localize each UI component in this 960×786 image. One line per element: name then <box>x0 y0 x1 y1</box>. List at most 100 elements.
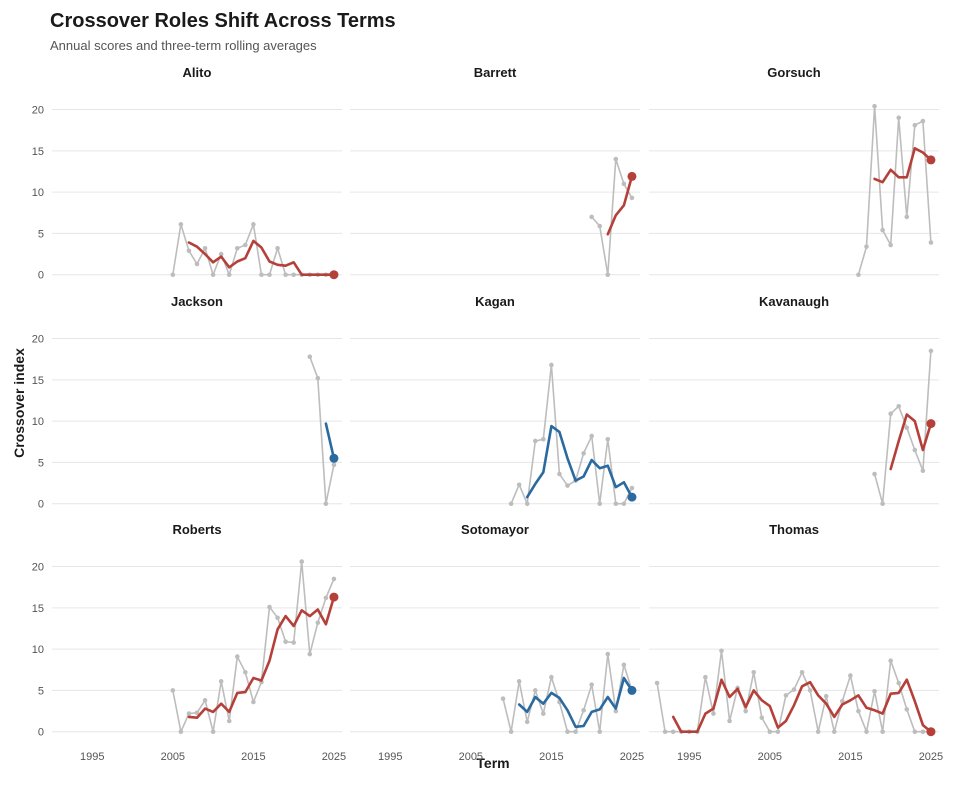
annual-point <box>234 246 240 251</box>
x-tick-label: 1995 <box>80 751 104 763</box>
annual-point <box>323 501 329 507</box>
x-tick-label: 2015 <box>539 751 563 763</box>
annual-point <box>872 688 877 694</box>
x-tick-label: 2005 <box>758 751 782 763</box>
annual-point <box>621 662 627 668</box>
annual-point <box>831 729 837 735</box>
annual-point <box>323 595 329 601</box>
annual-point <box>912 122 918 128</box>
annual-line-sotomayor <box>502 653 633 733</box>
annual-point <box>541 437 546 442</box>
x-tick-label: 1995 <box>378 751 402 763</box>
annual-point <box>888 242 893 248</box>
facet-title-jackson: Jackson <box>171 294 223 309</box>
annual-point <box>896 403 902 409</box>
y-tick-label: 5 <box>38 228 44 240</box>
annual-point <box>888 411 893 416</box>
y-tick-label: 15 <box>32 603 44 615</box>
annual-point <box>751 669 757 675</box>
annual-line-kagan <box>510 364 633 507</box>
annual-point <box>170 688 176 693</box>
annual-point <box>267 272 272 278</box>
annual-point <box>307 651 313 657</box>
facet-jackson: Jackson 0 5 10 15 20 <box>32 294 342 511</box>
annual-point <box>291 272 296 278</box>
annual-point <box>920 468 926 473</box>
annual-point <box>549 362 554 368</box>
annual-point <box>856 272 861 278</box>
x-tick-label: 2005 <box>161 751 185 763</box>
annual-point <box>251 222 256 227</box>
annual-point <box>880 227 885 233</box>
annual-point <box>662 729 668 735</box>
annual-point <box>621 181 627 187</box>
annual-point <box>605 437 611 442</box>
facet-title-sotomayor: Sotomayor <box>461 522 529 537</box>
annual-point <box>331 462 337 468</box>
annual-point <box>581 707 586 713</box>
annual-point <box>194 710 200 716</box>
annual-point <box>880 501 885 507</box>
rolling-line-alito <box>187 239 336 277</box>
annual-point <box>283 639 288 644</box>
facet-sotomayor: Sotomayor 1995 2005 2015 2025 <box>350 522 644 763</box>
facet-thomas: Thomas 1995 2005 2015 2025 <box>649 522 943 763</box>
y-tick-label: 10 <box>32 644 44 656</box>
y-tick-label: 0 <box>38 270 44 282</box>
annual-point <box>799 669 805 675</box>
annual-point <box>589 433 594 439</box>
annual-line-roberts <box>172 561 335 735</box>
annual-point <box>605 272 611 278</box>
annual-point <box>767 729 773 735</box>
annual-line-alito <box>172 221 334 278</box>
annual-point <box>589 682 594 687</box>
facet-title-barrett: Barrett <box>474 65 517 80</box>
annual-point <box>532 438 538 444</box>
annual-point <box>259 272 264 278</box>
annual-point <box>743 708 748 714</box>
facet-barrett: Barrett <box>350 65 640 278</box>
annual-point <box>904 707 910 712</box>
facet-grid: Alito 0 5 10 15 20 Barrett Gorsuch Jackson 0 5 10 15… <box>32 65 943 763</box>
facet-title-gorsuch: Gorsuch <box>767 65 821 80</box>
x-tick-label: 2015 <box>241 751 265 763</box>
rolling-endpoint-kagan <box>627 492 637 502</box>
facet-title-kavanaugh: Kavanaugh <box>759 294 829 309</box>
x-tick-label: 2025 <box>322 751 346 763</box>
annual-point <box>896 680 902 686</box>
facet-kagan: Kagan <box>350 294 640 507</box>
annual-point <box>719 648 724 654</box>
annual-point <box>565 483 570 488</box>
annual-point <box>251 699 256 705</box>
annual-point <box>629 485 635 491</box>
facet-title-alito: Alito <box>183 65 212 80</box>
rolling-endpoint-alito <box>329 270 339 280</box>
annual-point <box>524 501 530 507</box>
annual-point <box>920 729 926 735</box>
y-tick-label: 15 <box>32 375 44 387</box>
x-tick-label: 2005 <box>459 751 483 763</box>
annual-point <box>331 576 337 582</box>
annual-point <box>711 711 716 716</box>
annual-point <box>597 729 603 735</box>
annual-point <box>654 680 660 686</box>
annual-point <box>840 698 845 704</box>
annual-point <box>581 451 586 456</box>
annual-point <box>202 246 208 251</box>
annual-point <box>186 248 192 254</box>
annual-line-jackson <box>309 356 335 504</box>
annual-point <box>243 669 248 675</box>
annual-point <box>823 693 829 699</box>
annual-point <box>856 708 861 714</box>
annual-point <box>275 615 280 621</box>
facet-title-thomas: Thomas <box>769 522 819 537</box>
annual-point <box>727 718 732 724</box>
annual-point <box>807 688 813 693</box>
annual-point <box>170 272 176 278</box>
x-tick-label: 2015 <box>838 751 862 763</box>
rolling-endpoint-barrett <box>627 171 637 181</box>
annual-point <box>210 729 216 735</box>
x-tick-label: 2025 <box>919 751 943 763</box>
annual-point <box>880 729 885 735</box>
annual-point <box>920 118 926 124</box>
